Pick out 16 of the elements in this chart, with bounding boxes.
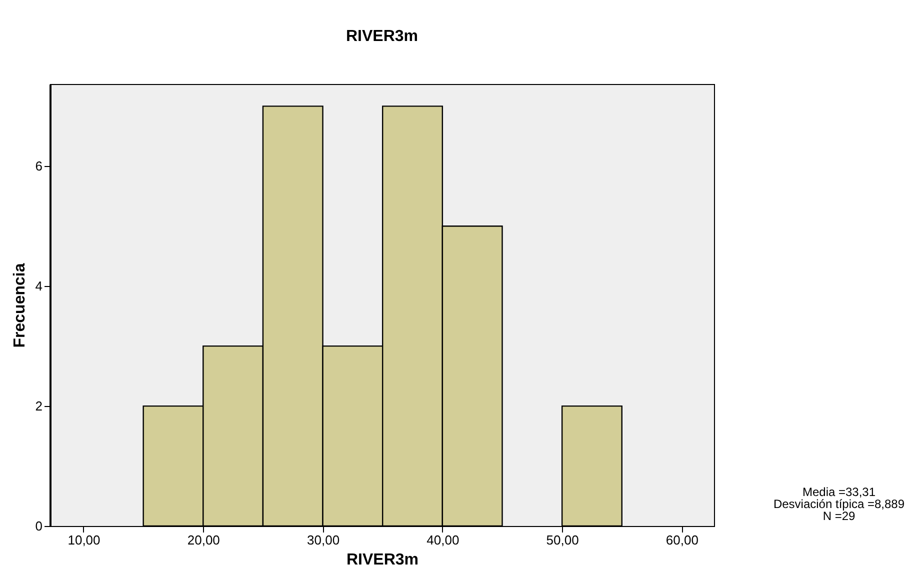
- text: N =29: [822, 509, 856, 523]
- x-tick-label: 50,00: [546, 532, 579, 548]
- y-tick-label: 6: [35, 158, 42, 174]
- x-tick-label: 10,00: [68, 532, 100, 548]
- x-axis-title: RIVER3m: [346, 552, 419, 568]
- text: Media =33,31: [802, 485, 876, 499]
- y-tick-label: 4: [35, 278, 42, 294]
- y-tick-label: 2: [35, 398, 42, 414]
- x-tick-label: 20,00: [187, 532, 220, 548]
- text: Desviación típica =8,889: [773, 497, 905, 511]
- x-tick-label: 30,00: [307, 532, 340, 548]
- chart-title: RIVER3m: [346, 28, 418, 45]
- y-axis-title: Frecuencia: [11, 263, 28, 348]
- x-tick-label: 40,00: [426, 532, 460, 548]
- x-tick-label: 60,00: [666, 532, 698, 548]
- y-tick-label: 0: [35, 518, 42, 534]
